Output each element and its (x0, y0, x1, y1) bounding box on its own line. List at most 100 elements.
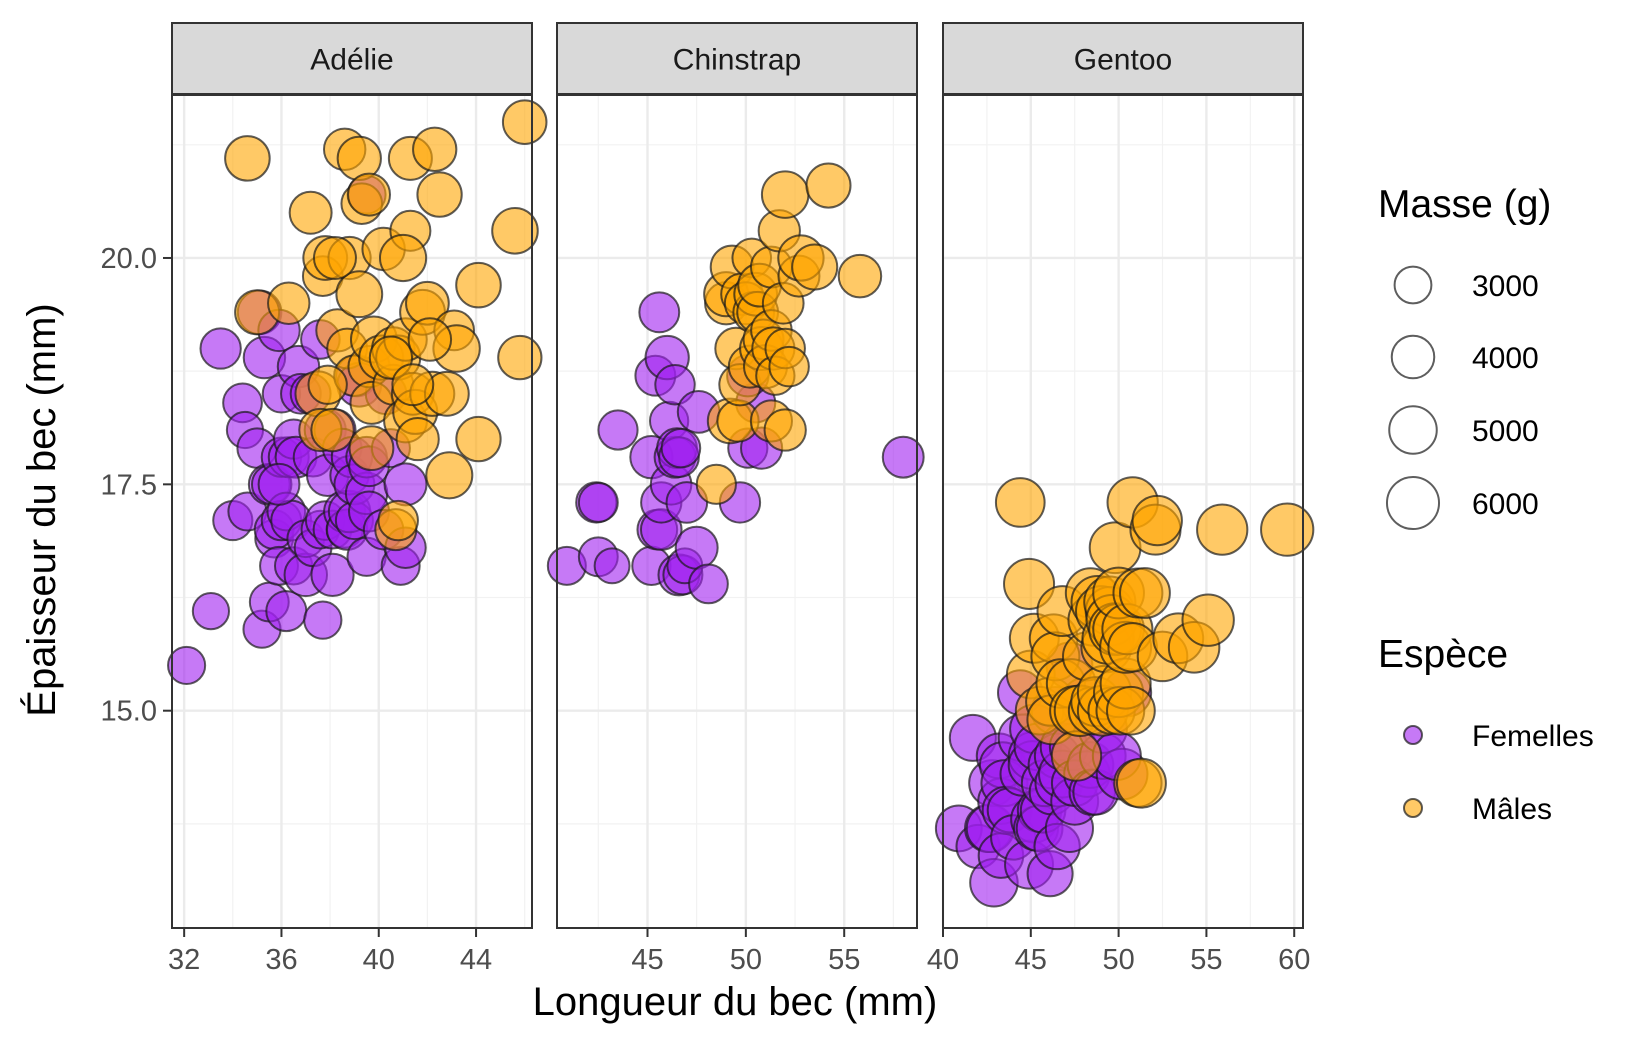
data-point-m-les (695, 463, 737, 505)
y-axis-title: Épaisseur du bec (mm) (19, 303, 64, 716)
data-point-m-les (224, 135, 271, 182)
x-tick-label: 60 (1278, 944, 1310, 976)
facet-panel-chinstrap: Chinstrap 45 50 55 (546, 22, 925, 976)
data-point-femelles (383, 462, 428, 507)
color-legend-label-m-les: Mâles (1472, 793, 1552, 826)
data-point-femelles (674, 525, 719, 570)
facet-panel-gentoo: Gentoo 40 45 50 55 60 (927, 22, 1315, 976)
color-legend-title: Espèce (1378, 633, 1508, 676)
data-point-m-les (288, 190, 333, 235)
data-point-femelles (654, 364, 696, 406)
strip-label: Chinstrap (673, 44, 801, 77)
color-legend-label-femelles: Femelles (1472, 720, 1594, 753)
data-point-m-les (1196, 503, 1249, 556)
x-axis-title: Longueur du bec (mm) (533, 980, 938, 1024)
data-point-m-les (267, 281, 311, 325)
data-point-m-les (312, 235, 357, 280)
data-point-m-les (497, 334, 543, 381)
data-point-m-les (1181, 593, 1235, 647)
x-tick-label: 50 (1102, 944, 1134, 976)
x-tick-label: 55 (828, 944, 860, 976)
data-point-m-les (425, 451, 474, 500)
color-legend-keys: Femelles Mâles (1403, 720, 1594, 826)
data-point-femelles (310, 552, 355, 597)
data-point-m-les (1115, 757, 1167, 809)
data-point-femelles (191, 592, 231, 631)
size-legend-keys: 3000 4000 5000 6000 (1385, 265, 1539, 531)
facet-panel-ad-lie: Adélie 32 36 40 44 (167, 22, 548, 976)
size-legend-key (1390, 334, 1436, 380)
data-point-femelles (265, 590, 308, 633)
facet-panels: Adélie 32 36 40 44 Chinstrap 45 50 55 Gentoo 40 45 5… (167, 22, 1315, 976)
data-point-m-les (347, 172, 392, 217)
x-tick-label: 45 (1015, 944, 1047, 976)
data-point-m-les (994, 477, 1046, 528)
data-point-m-les (455, 261, 502, 309)
data-point-m-les (416, 171, 463, 218)
strip-background (556, 22, 918, 95)
size-legend-title: Masse (g) (1378, 183, 1551, 226)
color-legend-key-m-les (1403, 798, 1423, 818)
data-point-m-les (1131, 494, 1183, 547)
data-point-femelles (257, 462, 301, 506)
data-points (167, 99, 548, 685)
y-tick-label: 15.0 (101, 696, 157, 728)
data-point-m-les (768, 345, 810, 388)
data-points (546, 162, 925, 605)
data-point-m-les (310, 407, 355, 453)
data-point-m-les (791, 243, 839, 291)
data-point-m-les (348, 425, 395, 472)
x-axis-ticks: 45 50 55 (631, 928, 860, 976)
size-legend-label: 4000 (1472, 342, 1539, 375)
size-legend-key (1385, 475, 1441, 531)
y-axis: 15.0 17.5 20.0 (101, 243, 172, 728)
data-point-m-les (763, 408, 807, 452)
data-point-m-les (837, 253, 883, 299)
data-point-femelles (577, 481, 619, 523)
x-tick-label: 36 (265, 944, 297, 976)
data-point-femelles (593, 547, 631, 585)
data-point-m-les (335, 270, 384, 319)
data-point-m-les (307, 364, 348, 405)
data-point-m-les (760, 170, 810, 219)
data-point-m-les (391, 363, 435, 407)
data-point-m-les (491, 207, 539, 255)
strip-label: Gentoo (1074, 44, 1172, 77)
data-point-m-les (1106, 685, 1156, 736)
x-axis-ticks: 32 36 40 44 (168, 928, 492, 976)
data-point-m-les (501, 99, 548, 145)
data-point-m-les (805, 162, 852, 209)
data-point-m-les (377, 499, 419, 542)
strip-label: Adélie (310, 44, 393, 77)
y-tick-label: 20.0 (101, 243, 157, 275)
data-point-femelles (638, 291, 681, 334)
x-tick-label: 50 (730, 944, 762, 976)
size-legend-label: 3000 (1472, 270, 1539, 303)
data-point-m-les (395, 416, 440, 462)
y-tick-label: 17.5 (101, 469, 157, 501)
data-point-femelles (167, 645, 207, 685)
data-points (934, 476, 1315, 908)
x-tick-label: 55 (1190, 944, 1222, 976)
x-tick-label: 45 (631, 944, 663, 976)
data-point-m-les (1119, 567, 1171, 619)
size-legend-label: 5000 (1472, 415, 1539, 448)
data-point-m-les (412, 126, 458, 172)
x-tick-label: 40 (927, 944, 959, 976)
data-point-m-les (1050, 730, 1103, 782)
strip-background (171, 22, 533, 95)
data-point-femelles (660, 427, 702, 469)
data-point-femelles (199, 327, 242, 370)
legend: Masse (g) 3000 4000 5000 6000 Espèce Femell… (1378, 183, 1594, 826)
x-tick-label: 40 (363, 944, 395, 976)
strip-background (942, 22, 1304, 95)
color-legend-key-femelles (1403, 725, 1423, 745)
data-point-femelles (597, 409, 639, 451)
x-axis-ticks: 40 45 50 55 60 (927, 928, 1310, 976)
size-legend-key (1388, 405, 1438, 455)
data-point-m-les (1260, 502, 1315, 557)
data-point-femelles (881, 435, 925, 479)
data-point-m-les (407, 317, 453, 362)
size-legend-key (1393, 265, 1433, 305)
